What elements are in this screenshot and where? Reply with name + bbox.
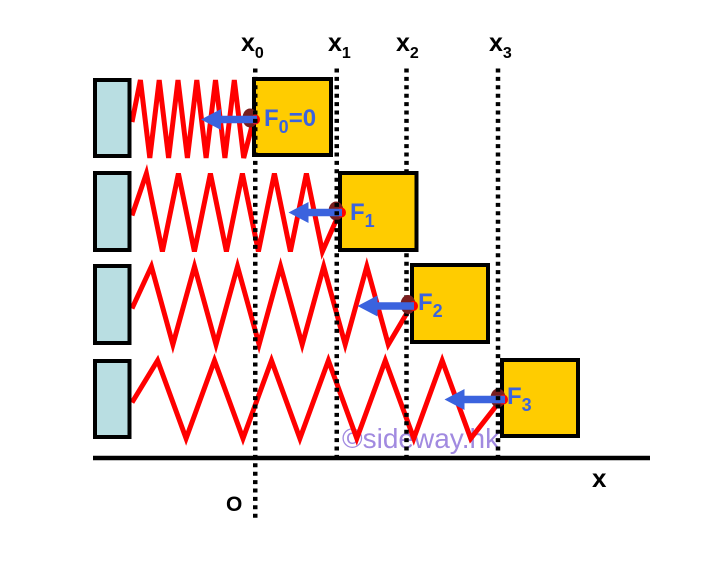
- svg-text:O: O: [226, 493, 242, 516]
- svg-text:x: x: [592, 463, 607, 493]
- svg-text:F0=0: F0=0: [264, 105, 316, 137]
